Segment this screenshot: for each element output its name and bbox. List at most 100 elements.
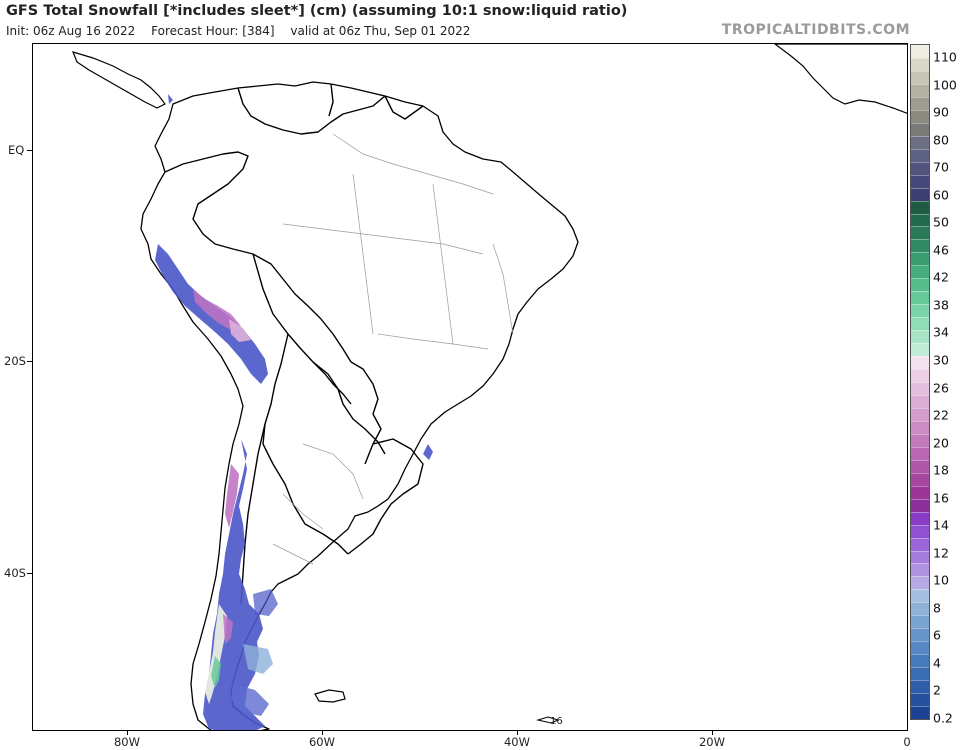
colorbar <box>910 44 930 720</box>
colorbar-swatch <box>911 356 929 370</box>
colorbar-swatch <box>911 200 929 214</box>
colorbar-swatch <box>911 680 929 694</box>
lat-label-eq: EQ <box>8 143 25 157</box>
colorbar-swatch <box>911 135 929 150</box>
lat-tick <box>27 150 32 151</box>
colorbar-swatch <box>911 524 929 539</box>
country-borders <box>164 83 424 605</box>
colorbar-label: 4 <box>933 655 941 671</box>
state-borders <box>272 133 514 565</box>
colorbar-label: 16 <box>933 490 949 506</box>
colorbar-label: 20 <box>933 435 949 451</box>
colorbar-label: 110 <box>933 49 957 65</box>
colorbar-swatch <box>911 693 929 707</box>
colorbar-swatch <box>911 109 929 124</box>
colorbar-swatch <box>911 667 929 681</box>
colorbar-swatch <box>911 472 929 487</box>
colorbar-label: 60 <box>933 187 949 203</box>
colorbar-label: 6 <box>933 627 941 643</box>
colorbar-label: 70 <box>933 159 949 175</box>
colorbar-swatch <box>911 343 929 357</box>
map-subtitle: Init: 06z Aug 16 2022 Forecast Hour: [38… <box>6 24 482 38</box>
colorbar-swatch <box>911 187 929 202</box>
colorbar-label: 50 <box>933 214 949 230</box>
lat-tick <box>27 361 32 362</box>
colorbar-label: 42 <box>933 269 949 285</box>
colorbar-label: 14 <box>933 517 949 533</box>
colorbar-swatch <box>911 641 929 655</box>
colorbar-swatch <box>911 602 929 616</box>
colorbar-label: 18 <box>933 462 949 478</box>
colorbar-swatch <box>911 174 929 189</box>
colorbar-label: 34 <box>933 324 949 340</box>
colorbar-label: 26 <box>933 380 949 395</box>
south-georgia-island <box>536 716 560 724</box>
colorbar-swatch <box>911 148 929 163</box>
lon-tick <box>517 731 518 735</box>
colorbar-swatch <box>911 420 929 435</box>
south-america-coastline <box>140 81 579 730</box>
colorbar-swatch <box>911 161 929 176</box>
colorbar-label: 80 <box>933 132 949 148</box>
colorbar-swatch <box>911 83 929 98</box>
colorbar-swatch <box>911 511 929 526</box>
colorbar-swatch <box>911 304 929 318</box>
colorbar-swatch <box>911 330 929 344</box>
colorbar-swatch <box>911 706 929 720</box>
colorbar-swatch <box>911 213 929 227</box>
colorbar-swatch <box>911 498 929 513</box>
lon-label-0: 0 <box>903 735 911 749</box>
colorbar-label: 100 <box>933 77 957 93</box>
colorbar-swatch <box>911 291 929 305</box>
colorbar-swatch <box>911 45 929 59</box>
falkland-islands <box>314 689 346 703</box>
colorbar-label: 8 <box>933 600 941 616</box>
colorbar-swatch <box>911 446 929 461</box>
lon-tick <box>322 731 323 735</box>
colorbar-swatch <box>911 265 929 279</box>
lon-label-20w: 20W <box>698 735 726 749</box>
lat-label-20s: 20S <box>4 354 26 368</box>
colorbar-swatch <box>911 96 929 111</box>
colorbar-swatch <box>911 369 929 383</box>
lon-label-60w: 60W <box>308 735 336 749</box>
lat-label-40s: 40S <box>4 566 26 580</box>
colorbar-label: 2 <box>933 682 941 698</box>
colorbar-swatch <box>911 252 929 266</box>
colorbar-label: 46 <box>933 242 949 258</box>
colorbar-swatch <box>911 615 929 629</box>
colorbar-swatch <box>911 278 929 292</box>
colorbar-swatch <box>911 433 929 448</box>
colorbar-swatch <box>911 70 929 85</box>
colorbar-swatch <box>911 226 929 240</box>
snowfall-overlay <box>155 94 433 730</box>
colorbar-label: 0.2 <box>933 710 953 726</box>
colorbar-label: 30 <box>933 352 949 368</box>
init-time: Init: 06z Aug 16 2022 <box>6 24 136 38</box>
lon-label-40w: 40W <box>503 735 531 749</box>
colorbar-label: 38 <box>933 297 949 313</box>
brand-watermark: TROPICALTIDBITS.COM <box>721 22 910 38</box>
colorbar-swatch <box>911 382 929 396</box>
africa-coastline <box>774 44 907 114</box>
colorbar-swatch <box>911 628 929 642</box>
lon-tick <box>712 731 713 735</box>
colorbar-swatch <box>911 537 929 551</box>
colorbar-swatch <box>911 576 929 590</box>
colorbar-swatch <box>911 485 929 500</box>
colorbar-swatch <box>911 654 929 668</box>
map-svg <box>71 44 907 730</box>
lat-tick <box>27 573 32 574</box>
lon-label-80w: 80W <box>113 735 141 749</box>
colorbar-swatch <box>911 459 929 474</box>
map-title: GFS Total Snowfall [*includes sleet*] (c… <box>6 3 628 19</box>
colorbar-label: 22 <box>933 407 949 423</box>
central-america-coastline <box>71 51 166 109</box>
colorbar-label: 12 <box>933 545 949 561</box>
lon-tick <box>127 731 128 735</box>
colorbar-swatch <box>911 394 929 409</box>
valid-time: valid at 06z Thu, Sep 01 2022 <box>290 24 471 38</box>
forecast-hour: Forecast Hour: [384] <box>151 24 275 38</box>
colorbar-swatch <box>911 317 929 331</box>
colorbar-swatch <box>911 122 929 137</box>
